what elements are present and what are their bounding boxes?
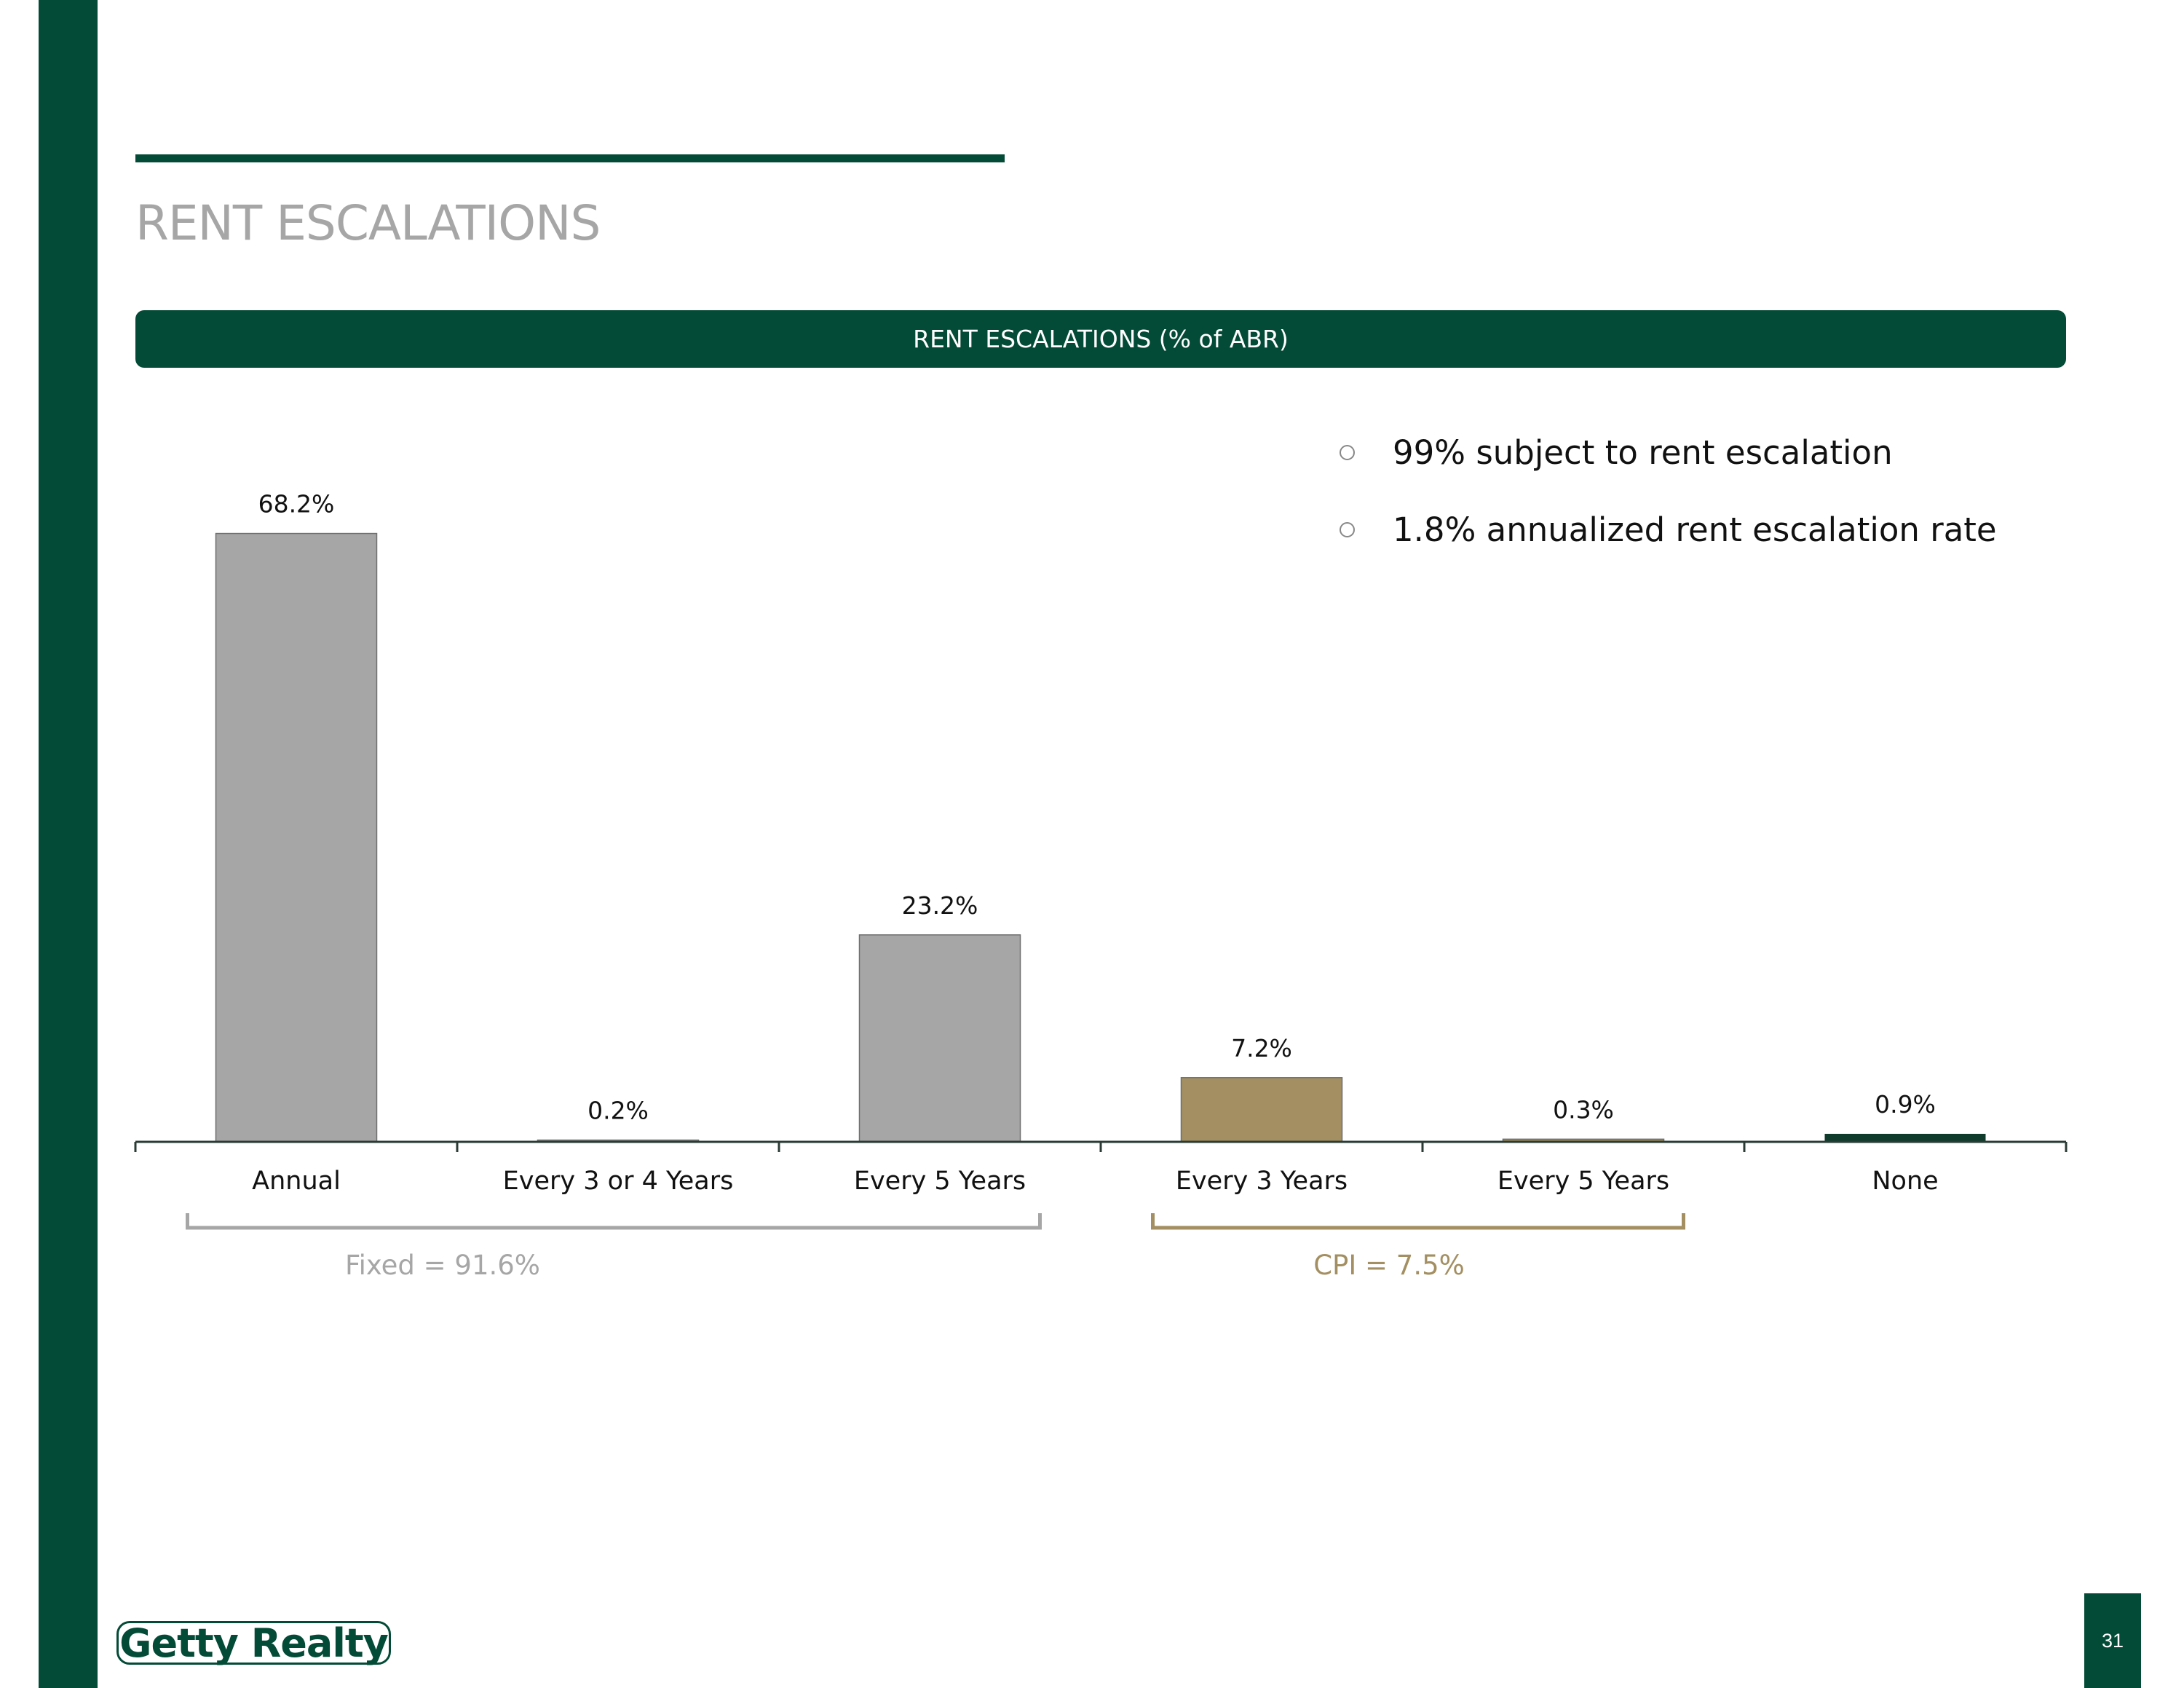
page-number: 31 xyxy=(2084,1593,2141,1688)
page-number-text: 31 xyxy=(2101,1629,2124,1652)
data-label: 68.2% xyxy=(258,490,335,518)
fixed-group-bracket xyxy=(186,1213,1042,1230)
bullet-text: 1.8% annualized rent escalation rate xyxy=(1393,510,1997,549)
cpi-group-label: CPI = 7.5% xyxy=(1313,1250,1465,1281)
bar-chart: 68.2% Annual 0.2% Every 3 or 4 Years 23.2% Ev… xyxy=(134,490,2068,1281)
bullet-item: 99% subject to rent escalation xyxy=(1340,414,1997,491)
x-tick-label: Annual xyxy=(252,1167,341,1196)
bar xyxy=(215,532,378,1143)
logo-text: Getty Realty xyxy=(119,1620,389,1666)
chart-title: RENT ESCALATIONS (% of ABR) xyxy=(913,325,1289,353)
bullet-list: 99% subject to rent escalation 1.8% annu… xyxy=(1340,414,1997,568)
title-rule xyxy=(135,154,1005,162)
cpi-group-bracket xyxy=(1151,1213,1685,1230)
chart-title-banner: RENT ESCALATIONS (% of ABR) xyxy=(135,310,2066,368)
data-label: 7.2% xyxy=(1231,1034,1292,1062)
circle-bullet-icon xyxy=(1340,444,1355,460)
circle-bullet-icon xyxy=(1340,521,1355,537)
bar xyxy=(858,934,1021,1143)
x-tick-label: Every 5 Years xyxy=(854,1167,1026,1196)
bar xyxy=(1180,1077,1343,1143)
side-accent-bar xyxy=(39,0,98,1688)
x-tick-label: Every 5 Years xyxy=(1497,1167,1669,1196)
x-tick-label: None xyxy=(1872,1167,1938,1196)
bar xyxy=(1824,1133,1986,1142)
x-tick-label: Every 3 or 4 Years xyxy=(503,1167,734,1196)
data-label: 0.3% xyxy=(1553,1095,1614,1124)
data-label: 0.2% xyxy=(587,1097,649,1125)
bullet-item: 1.8% annualized rent escalation rate xyxy=(1340,491,1997,568)
page-title: RENT ESCALATIONS xyxy=(135,195,601,251)
getty-realty-logo: Getty Realty xyxy=(116,1620,391,1666)
x-tick-label: Every 3 Years xyxy=(1176,1167,1348,1196)
data-label: 0.9% xyxy=(1875,1090,1936,1119)
bullet-text: 99% subject to rent escalation xyxy=(1393,433,1893,472)
data-label: 23.2% xyxy=(902,891,978,920)
fixed-group-label: Fixed = 91.6% xyxy=(345,1250,540,1281)
